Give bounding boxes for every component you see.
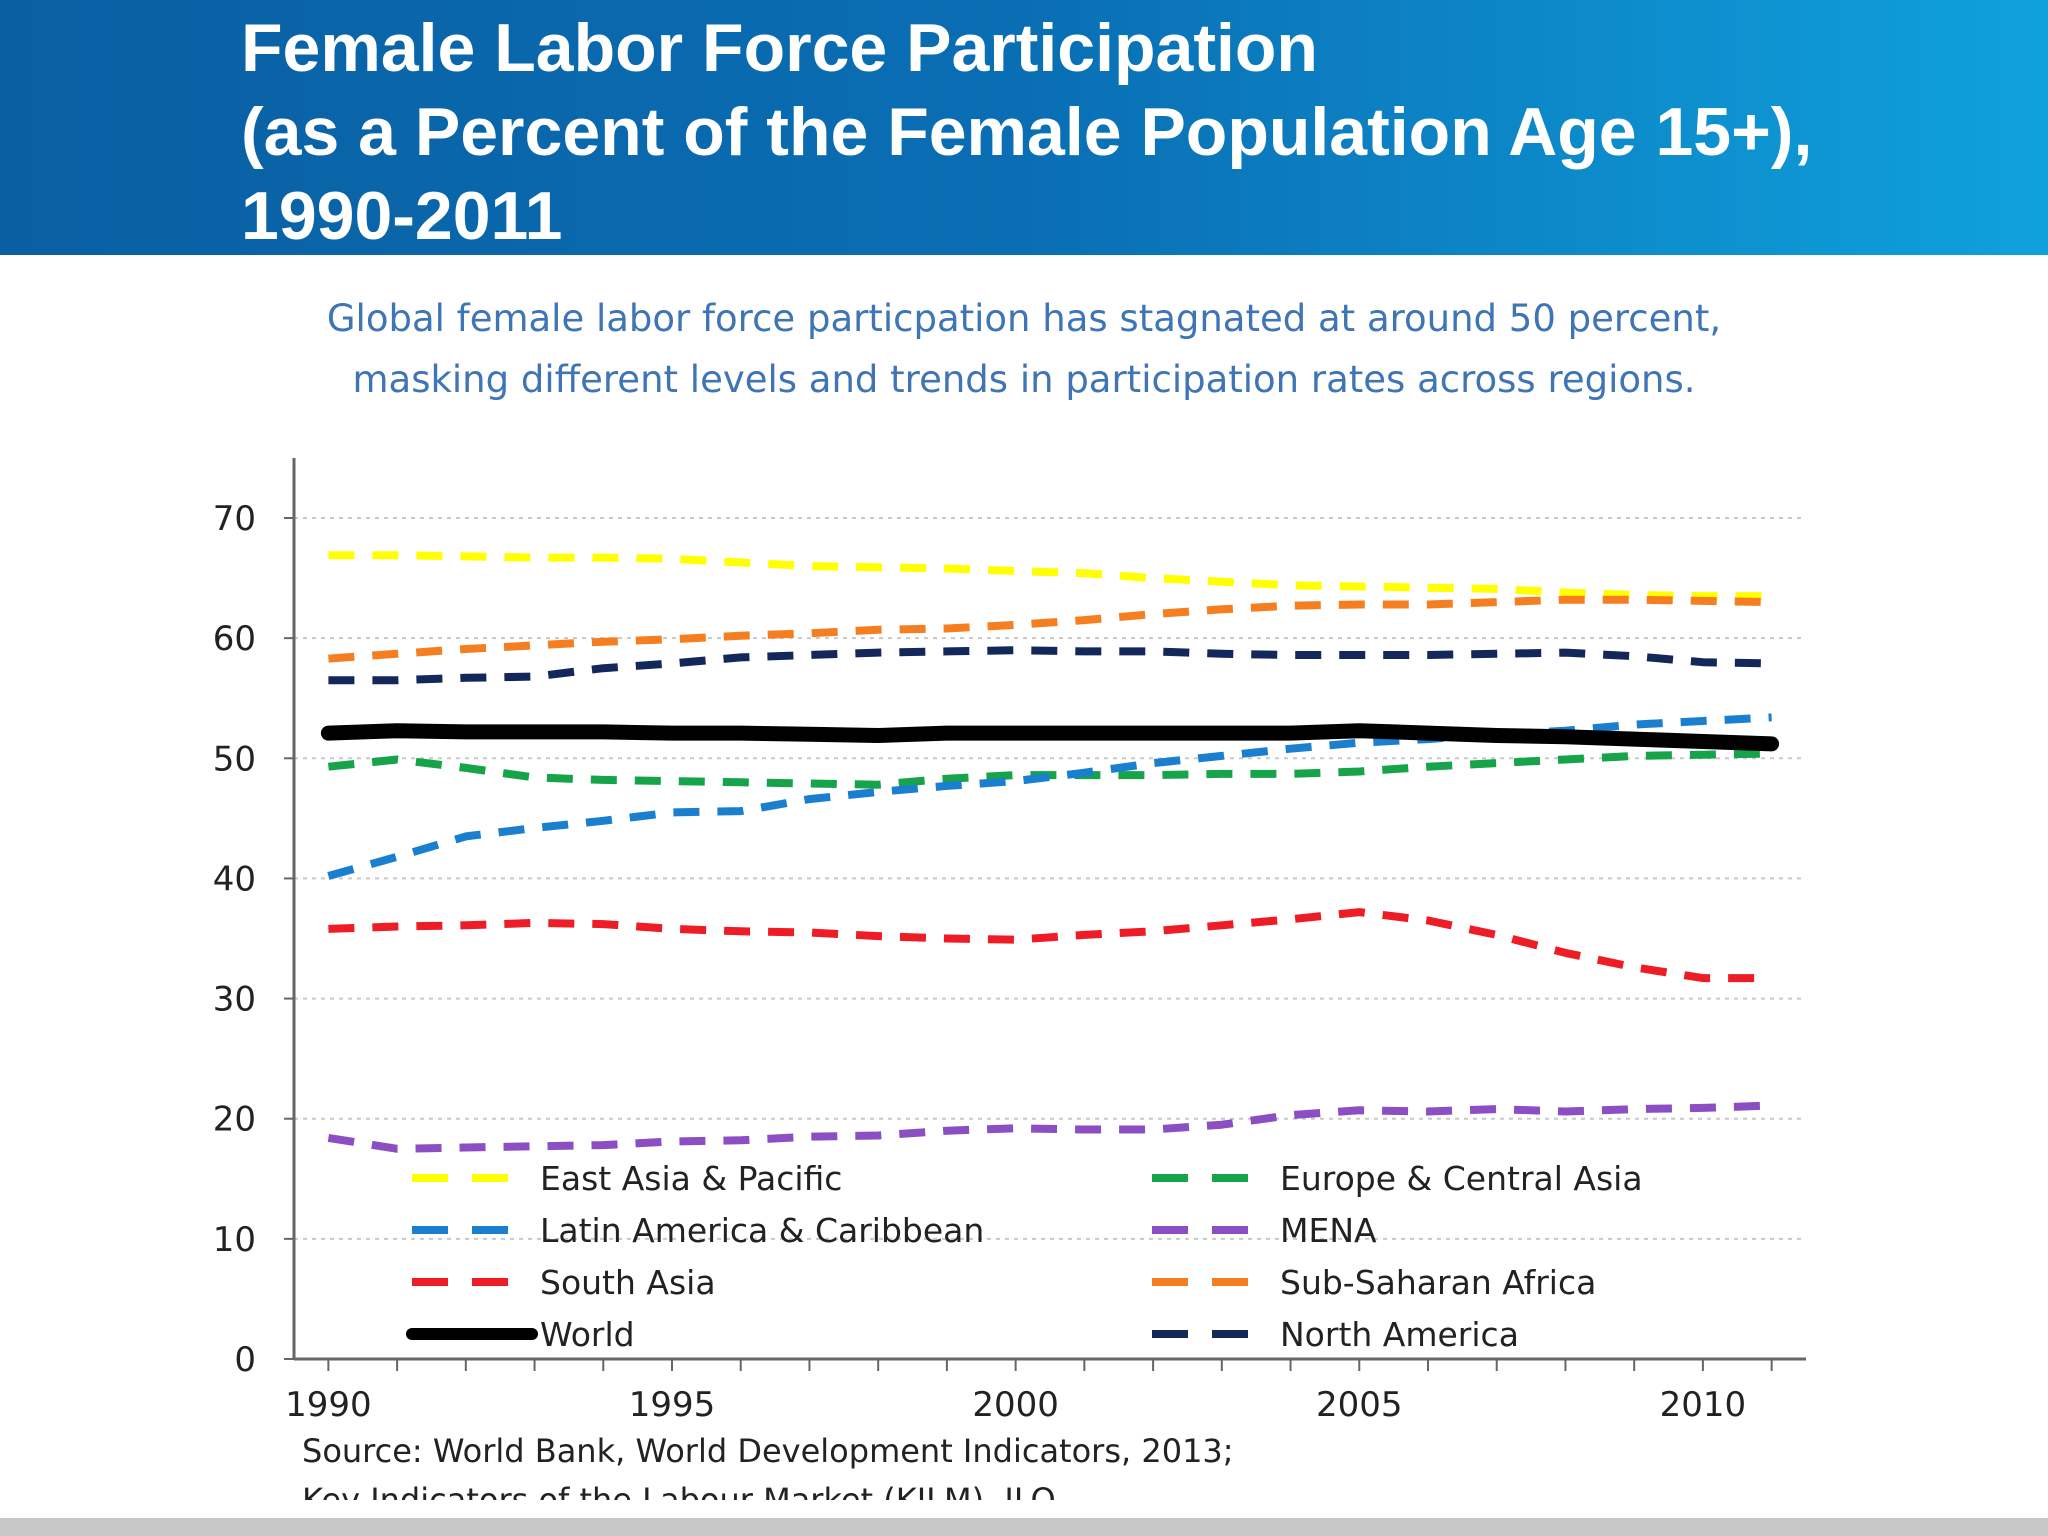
y-tick-label: 30 <box>213 980 256 1020</box>
grid-lines <box>294 517 1806 1240</box>
x-tick-label: 2005 <box>1316 1385 1403 1425</box>
legend-label: Latin America & Caribbean <box>540 1211 984 1250</box>
legend-label: South Asia <box>540 1263 716 1302</box>
legend-label: MENA <box>1280 1211 1377 1250</box>
subtitle-line-1: Global female labor force particpation h… <box>326 297 1722 340</box>
legend-label: North America <box>1280 1315 1519 1354</box>
title-banner: Female Labor Force Participation (as a P… <box>0 0 2048 255</box>
series-lines <box>320 551 1780 1153</box>
legend-label: Sub-Saharan Africa <box>1280 1263 1596 1302</box>
series-line-1 <box>327 749 1772 789</box>
y-tick-label: 60 <box>213 619 256 659</box>
y-tick-label: 70 <box>213 499 256 539</box>
subtitle-line-2: masking different levels and trends in p… <box>352 358 1696 401</box>
x-tick-label: 1990 <box>285 1385 372 1425</box>
title-line-2: (as a Percent of the Female Population A… <box>241 94 1813 170</box>
x-tick-label: 1995 <box>629 1385 716 1425</box>
x-tick-label: 2000 <box>972 1385 1059 1425</box>
series-line-3 <box>327 1101 1772 1153</box>
legend-label: Europe & Central Asia <box>1280 1159 1643 1198</box>
legend-label: World <box>540 1315 635 1354</box>
y-tick-label: 20 <box>213 1100 256 1140</box>
legend-label: East Asia & Pacific <box>540 1159 842 1198</box>
y-tick-label: 0 <box>234 1340 256 1380</box>
y-tick-label: 50 <box>213 739 256 779</box>
bottom-bar <box>0 1518 2048 1536</box>
axes: 0 10 20 30 40 50 60 70 1990 1995 2000 2005 2010 <box>213 458 1806 1425</box>
series-line-0 <box>328 551 1772 601</box>
series-line-6 <box>320 723 1780 752</box>
series-line-7 <box>328 646 1772 685</box>
y-tick-label: 40 <box>213 859 256 899</box>
y-tick-label: 10 <box>213 1220 256 1260</box>
x-tick-label: 2010 <box>1660 1385 1747 1425</box>
title-line-3: 1990-2011 <box>241 178 563 254</box>
series-line-4 <box>328 908 1772 983</box>
legend: East Asia & Pacific Latin America & Carib… <box>406 1159 1643 1354</box>
source-line-2: Key Indicators of the Labour Market (KIL… <box>302 1481 1056 1500</box>
source-line-1: Source: World Bank, World Development In… <box>302 1432 1234 1470</box>
title-line-1: Female Labor Force Participation <box>241 10 1318 86</box>
series-line-5 <box>328 595 1772 663</box>
